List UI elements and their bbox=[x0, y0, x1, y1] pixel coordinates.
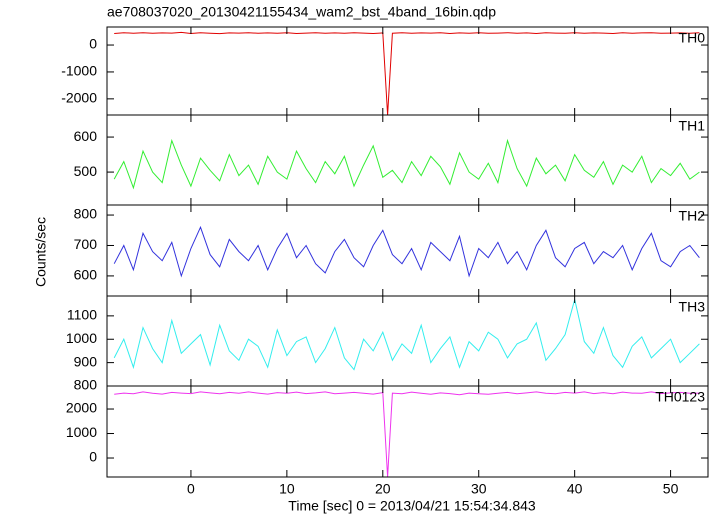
frame bbox=[106, 385, 709, 478]
chart-title: ae708037020_20130421155434_wam2_bst_4ban… bbox=[107, 4, 496, 20]
y-axis-label: Counts/sec bbox=[33, 217, 49, 287]
y-tick-label: -2000 bbox=[61, 90, 97, 106]
x-tick-label: 20 bbox=[375, 481, 391, 497]
data-line bbox=[113, 225, 700, 278]
data-line bbox=[114, 391, 700, 478]
x-tick-label: 10 bbox=[279, 481, 295, 497]
y-tick-label: 0 bbox=[89, 449, 97, 465]
y-tick-label: 1100 bbox=[67, 307, 97, 323]
y-tick-label: 0 bbox=[89, 36, 97, 52]
x-axis-label: Time [sec] 0 = 2013/04/21 15:54:34.843 bbox=[288, 498, 536, 514]
y-tick-label: 1000 bbox=[66, 424, 97, 440]
y-tick-label: 500 bbox=[74, 163, 98, 179]
x-tick-label: 40 bbox=[567, 481, 583, 497]
y-tick-label: 800 bbox=[74, 377, 98, 393]
y-tick-label: -1000 bbox=[61, 63, 97, 79]
panel-label: TH1 bbox=[679, 118, 706, 134]
x-tick-label: 50 bbox=[663, 481, 679, 497]
y-tick-label: 600 bbox=[74, 267, 98, 283]
x-tick-label: 30 bbox=[471, 481, 487, 497]
y-tick-label: 800 bbox=[74, 206, 98, 222]
y-tick-label: 2000 bbox=[66, 400, 97, 416]
panel-label: TH2 bbox=[679, 208, 706, 224]
frame bbox=[106, 204, 709, 297]
panel-label: TH3 bbox=[679, 299, 706, 315]
panel-label: TH0 bbox=[679, 30, 706, 46]
y-tick-label: 900 bbox=[74, 353, 98, 369]
frame bbox=[106, 26, 709, 116]
data-line bbox=[113, 299, 700, 371]
data-line bbox=[114, 31, 700, 116]
data-line bbox=[113, 138, 700, 190]
y-tick-label: 700 bbox=[74, 236, 98, 252]
panel-label: TH0123 bbox=[655, 389, 705, 405]
y-tick-label: 1000 bbox=[66, 330, 97, 346]
frame bbox=[106, 295, 709, 387]
y-tick-label: 600 bbox=[74, 128, 98, 144]
frame bbox=[106, 114, 709, 206]
x-tick-label: 0 bbox=[187, 481, 195, 497]
